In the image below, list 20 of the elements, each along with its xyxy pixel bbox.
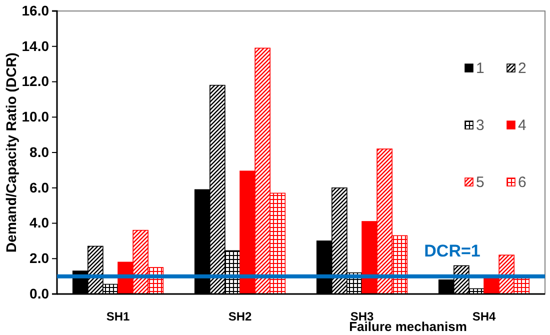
legend-label: 5 [476, 174, 484, 191]
x-tick-label: SH1 [106, 310, 130, 324]
y-tick-label: 0.0 [30, 285, 50, 302]
y-tick-label: 10.0 [22, 108, 50, 125]
y-tick-label: 2.0 [30, 250, 50, 266]
legend-label: 3 [476, 117, 484, 134]
y-tick-label: 4.0 [30, 214, 50, 231]
y-tick-label: 8.0 [30, 144, 50, 160]
legend-label: 2 [518, 60, 526, 77]
y-tick-label: 6.0 [30, 179, 50, 196]
ref-line-label: DCR=1 [424, 241, 480, 260]
y-tick-label: 14.0 [22, 38, 50, 54]
legend-label: 1 [476, 60, 484, 77]
x-tick-label: SH4 [472, 310, 496, 324]
y-tick-label: 16.0 [22, 2, 50, 18]
legend-label: 4 [518, 117, 526, 134]
y-tick-label: 12.0 [22, 73, 50, 90]
y-axis-title: Demand/Capacity Ratio (DCR) [3, 52, 19, 252]
x-tick-label: SH2 [228, 310, 252, 324]
legend-label: 6 [518, 174, 526, 191]
